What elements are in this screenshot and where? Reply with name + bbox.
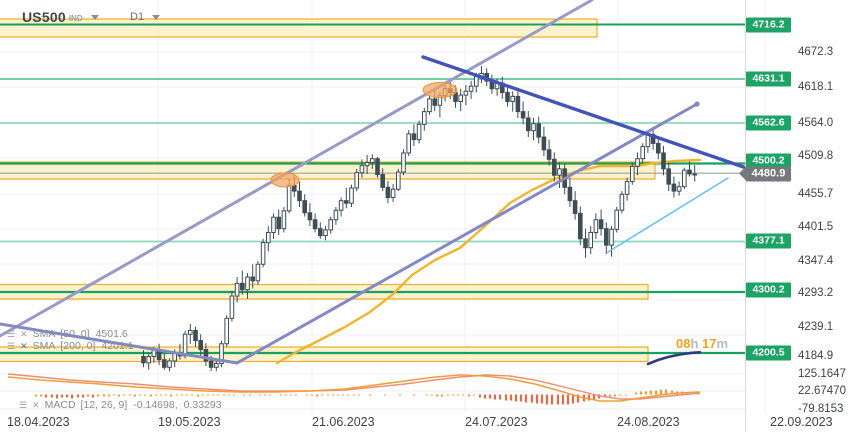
price-axis-label: 4401.5 [798, 221, 834, 233]
symbol-name[interactable]: US500 [22, 9, 66, 25]
macd-params: [12, 26, 9] [80, 399, 128, 411]
price-axis-label: 4239.1 [798, 321, 834, 333]
price-level-badge[interactable]: 4377.1 [746, 233, 791, 249]
macd-settings-icon[interactable]: ☰ [19, 399, 28, 410]
price-level-badge[interactable]: 4716.2 [746, 17, 791, 33]
sma50-name: SMA [32, 328, 56, 340]
macd-close-icon[interactable]: ✕ [32, 399, 40, 410]
date-label: 22.09.2023 [770, 415, 833, 429]
price-level-badge[interactable]: 4200.5 [746, 345, 791, 361]
price-axis-label: -79.8153 [798, 403, 844, 415]
macd-name: MACD [44, 399, 76, 411]
sma50-legend: ☰ ✕ SMA [50, 0] 4501.6 [7, 328, 128, 340]
macd-value-2: 0.33293 [183, 399, 222, 411]
sma200-close-icon[interactable]: ✕ [20, 340, 28, 351]
price-axis-label: 125.1647 [798, 368, 846, 380]
sma200-name: SMA [32, 340, 56, 352]
price-axis-label: 4564.0 [798, 117, 834, 129]
price-axis-label: 4455.7 [798, 188, 834, 200]
price-level-badge[interactable]: 4562.6 [746, 115, 791, 131]
date-label: 19.05.2023 [158, 415, 221, 429]
price-level-badge[interactable]: 4300.2 [746, 282, 791, 298]
sma50-params: [50, 0] [60, 328, 90, 340]
sma50-value: 4501.6 [95, 328, 128, 340]
macd-legend: ☰ ✕ MACD [12, 26, 9] -0.14698, 0.33293 [19, 399, 222, 411]
countdown-minutes: 17 [702, 336, 717, 351]
timeframe-label[interactable]: D1 [130, 11, 145, 23]
instrument-type-label: IND [68, 13, 83, 23]
sma200-settings-icon[interactable]: ☰ [7, 340, 16, 351]
countdown-hours: 08 [676, 336, 691, 351]
sma50-close-icon[interactable]: ✕ [20, 328, 28, 339]
sma50-settings-icon[interactable]: ☰ [7, 328, 16, 339]
countdown-hours-unit: h [690, 336, 699, 351]
countdown-minutes-unit: m [716, 336, 729, 351]
price-axis-label: 4293.2 [798, 287, 834, 299]
candle-close-countdown: 08h 17m [676, 336, 728, 351]
price-axis-label: 4184.9 [798, 350, 834, 362]
date-label: 24.07.2023 [465, 415, 528, 429]
price-axis-label: 4672.3 [798, 46, 834, 58]
price-axis-label: 4347.4 [798, 255, 834, 267]
price-level-badge[interactable]: 4631.1 [746, 71, 791, 87]
sma200-legend: ☰ ✕ SMA [200, 0] 4201.1 [7, 340, 134, 352]
price-axis-label: 22.67470 [798, 385, 846, 397]
macd-value-1: -0.14698, [133, 399, 178, 411]
sma200-value: 4201.1 [101, 340, 134, 352]
timeframe-dropdown-caret-icon[interactable] [152, 14, 161, 20]
price-level-badge[interactable]: 4500.2 [746, 153, 791, 168]
sma200-params: [200, 0] [60, 340, 96, 352]
symbol-dropdown-caret-icon[interactable] [90, 14, 99, 20]
price-axis-label: 4509.8 [798, 150, 834, 162]
current-price-badge: 4480.9 [746, 166, 791, 181]
date-label: 21.06.2023 [312, 415, 375, 429]
date-label: 18.04.2023 [7, 415, 70, 429]
date-label: 24.08.2023 [617, 415, 680, 429]
price-axis-label: 4618.1 [798, 81, 834, 93]
